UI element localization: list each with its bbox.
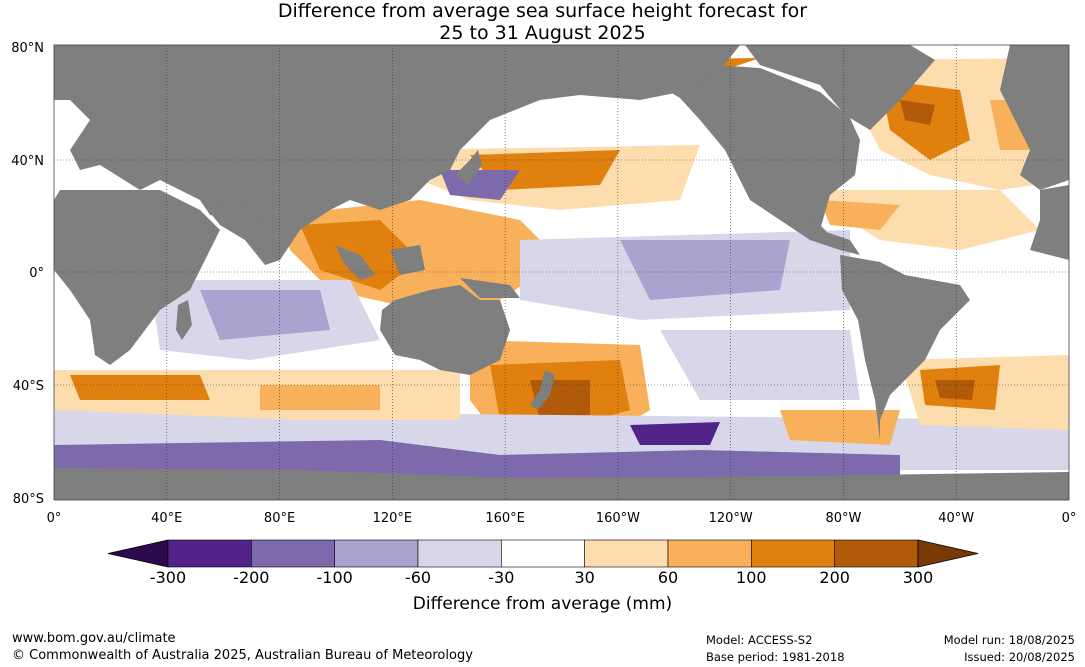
japan	[455, 150, 482, 185]
longitude-label: 0°	[47, 511, 62, 526]
india	[200, 200, 280, 265]
colorbar-tick-label: -30	[488, 568, 514, 587]
colorbar-tick-label: 200	[819, 568, 850, 587]
latitude-label: 80°S	[13, 492, 44, 507]
colorbar-segment	[251, 539, 335, 568]
uk	[1035, 105, 1048, 128]
longitude-label: 80°W	[825, 511, 861, 526]
website-text: www.bom.gov.au/climate	[12, 631, 176, 646]
colorbar: -300 -200 -100 -60 -30 30 60 100 200 300	[107, 539, 979, 587]
colorbar-segment	[751, 539, 835, 568]
model-text: Model: ACCESS-S2	[706, 633, 813, 647]
colorbar-arrow-high	[917, 539, 979, 568]
colorbar-segment	[834, 539, 919, 568]
map-title-line2: 25 to 31 August 2025	[439, 22, 646, 44]
longitude-label: 0°	[1062, 511, 1077, 526]
colorbar-title: Difference from average (mm)	[412, 594, 673, 614]
colorbar-segment	[667, 539, 752, 568]
latitude-label: 40°N	[11, 154, 44, 169]
new-guinea	[460, 278, 520, 298]
colorbar-tick-label: -100	[317, 568, 353, 587]
graticule	[54, 45, 1069, 500]
colorbar-segment	[501, 539, 585, 568]
colorbar-tick-label: 300	[903, 568, 934, 587]
colorbar-tick-label: 60	[658, 568, 678, 587]
issued-text: Issued: 20/08/2025	[964, 650, 1075, 664]
australia	[380, 285, 510, 375]
copyright-text: © Commonwealth of Australia 2025, Austra…	[12, 648, 473, 663]
colorbar-segment	[167, 539, 252, 568]
latitude-label: 80°N	[11, 41, 44, 56]
south-america	[840, 255, 970, 440]
model-run-text: Model run: 18/08/2025	[943, 633, 1075, 647]
north-america	[640, 60, 860, 255]
madagascar	[176, 300, 192, 340]
longitude-label: 160°W	[596, 511, 640, 526]
colorbar-tick-label: -300	[150, 568, 186, 587]
colorbar-segment	[334, 539, 419, 568]
colorbar-segment	[417, 539, 502, 568]
colorbar-tick-label: 30	[574, 568, 594, 587]
latitude-label: 40°S	[13, 379, 44, 394]
longitude-label: 120°E	[373, 511, 413, 526]
colorbar-arrow-low	[107, 539, 169, 568]
antarctica	[54, 482, 1069, 500]
map-border	[53, 44, 1070, 501]
colorbar-tick-label: 100	[736, 568, 767, 587]
africa-northwest	[1030, 185, 1069, 260]
latitude-labels: 80°N 40°N 0° 40°S 80°S	[11, 41, 44, 507]
greenland	[745, 45, 935, 130]
base-period-text: Base period: 1981-2018	[706, 650, 845, 664]
colorbar-tick-label: -60	[405, 568, 431, 587]
longitude-label: 40°W	[938, 511, 974, 526]
map-plot-area	[54, 45, 1069, 500]
longitude-label: 160°E	[485, 511, 525, 526]
longitude-label: 120°W	[709, 511, 753, 526]
longitude-label: 80°E	[264, 511, 295, 526]
europe-east	[1000, 45, 1069, 190]
longitude-label: 40°E	[151, 511, 182, 526]
land-masses	[54, 45, 1069, 500]
latitude-label: 0°	[29, 266, 44, 281]
map-title-line1: Difference from average sea surface heig…	[277, 0, 808, 22]
colorbar-segment	[584, 539, 669, 568]
longitude-labels: 0° 40°E 80°E 120°E 160°E 160°W 120°W 80°W 40°W 0°	[47, 511, 1077, 526]
colorbar-tick-label: -200	[233, 568, 269, 587]
new-zealand	[530, 370, 555, 410]
africa	[54, 190, 220, 365]
